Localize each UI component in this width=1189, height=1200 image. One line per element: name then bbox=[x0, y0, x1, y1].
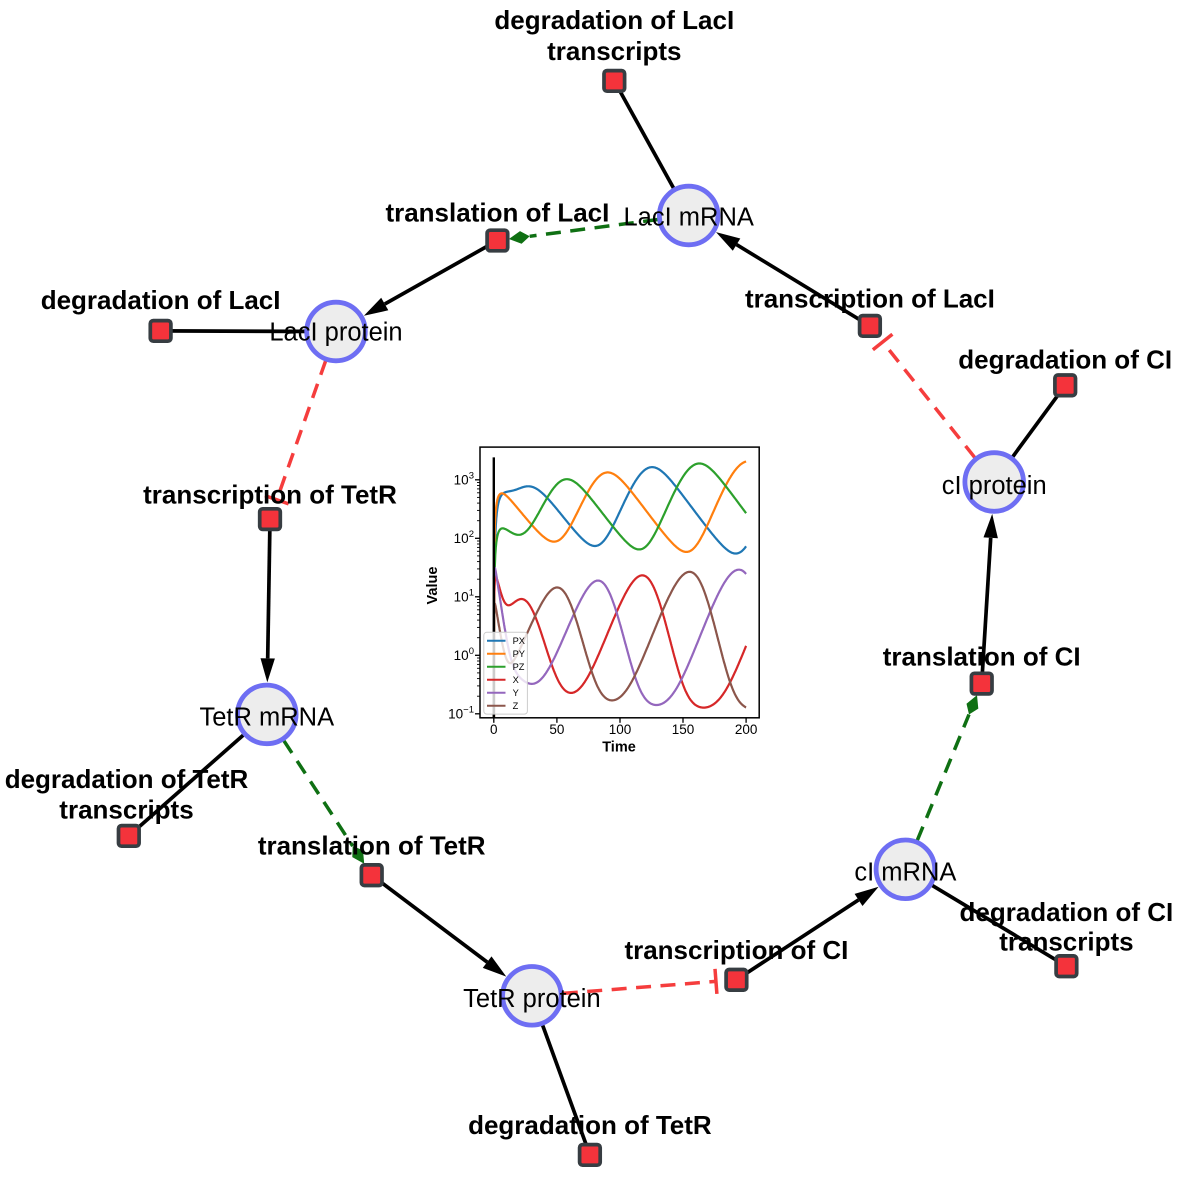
svg-text:Z: Z bbox=[513, 701, 519, 711]
svg-text:degradation of TetR: degradation of TetR bbox=[468, 1110, 712, 1140]
svg-text:cI protein: cI protein bbox=[942, 472, 1047, 500]
svg-text:100: 100 bbox=[609, 722, 632, 737]
svg-text:transcripts: transcripts bbox=[547, 36, 681, 66]
svg-text:150: 150 bbox=[672, 722, 695, 737]
svg-text:translation of TetR: translation of TetR bbox=[258, 830, 486, 860]
svg-text:50: 50 bbox=[549, 722, 564, 737]
svg-text:degradation of CI: degradation of CI bbox=[958, 345, 1172, 375]
svg-text:transcription of CI: transcription of CI bbox=[624, 935, 848, 965]
svg-text:translation of LacI: translation of LacI bbox=[385, 198, 609, 228]
svg-text:103: 103 bbox=[454, 471, 474, 488]
svg-text:Time: Time bbox=[602, 740, 636, 756]
svg-text:Y: Y bbox=[513, 688, 519, 698]
svg-text:degradation of LacI: degradation of LacI bbox=[494, 5, 734, 35]
svg-text:transcription of LacI: transcription of LacI bbox=[745, 284, 995, 314]
svg-text:LacI protein: LacI protein bbox=[269, 319, 402, 347]
svg-text:translation of CI: translation of CI bbox=[883, 641, 1081, 671]
svg-text:cI mRNA: cI mRNA bbox=[854, 859, 956, 887]
svg-text:degradation of TetR: degradation of TetR bbox=[5, 764, 249, 794]
svg-text:102: 102 bbox=[454, 529, 474, 546]
svg-text:transcripts: transcripts bbox=[999, 927, 1133, 957]
svg-text:PX: PX bbox=[513, 636, 525, 646]
svg-text:degradation of CI: degradation of CI bbox=[960, 897, 1174, 927]
svg-text:PZ: PZ bbox=[513, 662, 525, 672]
svg-text:degradation of LacI: degradation of LacI bbox=[41, 285, 281, 315]
svg-text:LacI mRNA: LacI mRNA bbox=[624, 203, 754, 231]
svg-text:200: 200 bbox=[735, 722, 758, 737]
svg-text:0: 0 bbox=[490, 722, 498, 737]
svg-text:101: 101 bbox=[454, 588, 474, 605]
svg-text:100: 100 bbox=[454, 646, 474, 663]
svg-text:TetR mRNA: TetR mRNA bbox=[199, 704, 334, 732]
svg-text:TetR protein: TetR protein bbox=[463, 985, 601, 1013]
svg-text:PY: PY bbox=[513, 649, 525, 659]
svg-text:transcription of TetR: transcription of TetR bbox=[143, 479, 397, 509]
svg-text:Value: Value bbox=[425, 567, 441, 605]
svg-text:X: X bbox=[513, 675, 519, 685]
svg-text:transcripts: transcripts bbox=[59, 794, 193, 824]
svg-text:10−1: 10−1 bbox=[448, 705, 474, 722]
